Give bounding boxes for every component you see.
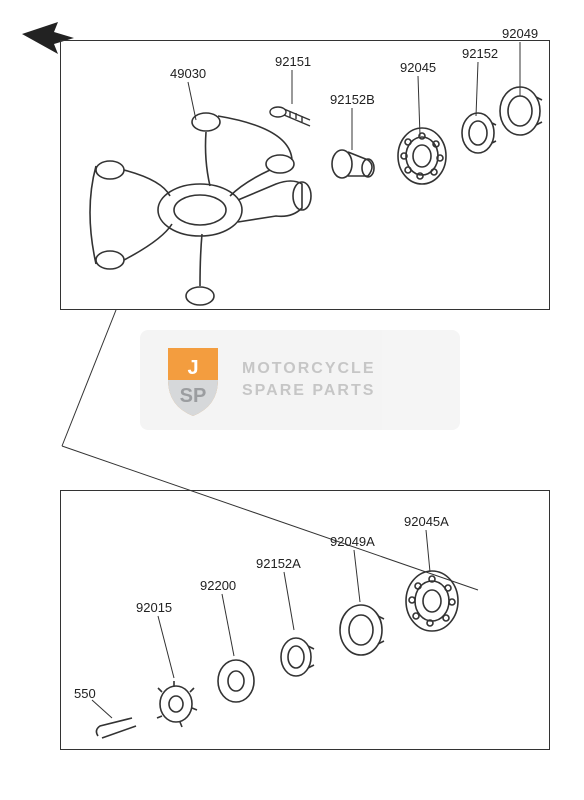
watermark-logo-icon: J SP [158,340,228,420]
label-92200: 92200 [200,578,236,593]
label-92151: 92151 [275,54,311,69]
label-92049: 92049 [502,26,538,41]
label-92152B: 92152B [330,92,375,107]
svg-text:SP: SP [180,385,207,407]
svg-text:J: J [187,357,198,379]
watermark-line1: MOTORCYCLE [242,360,375,378]
watermark-badge: J SP MOTORCYCLE SPARE PARTS [140,330,460,430]
label-92049A: 92049A [330,534,375,549]
label-550: 550 [74,686,96,701]
label-92152: 92152 [462,46,498,61]
label-92045A: 92045A [404,514,449,529]
label-92015: 92015 [136,600,172,615]
watermark-line2: SPARE PARTS [242,382,375,400]
label-49030: 49030 [170,66,206,81]
label-92152A: 92152A [256,556,301,571]
label-92045: 92045 [400,60,436,75]
